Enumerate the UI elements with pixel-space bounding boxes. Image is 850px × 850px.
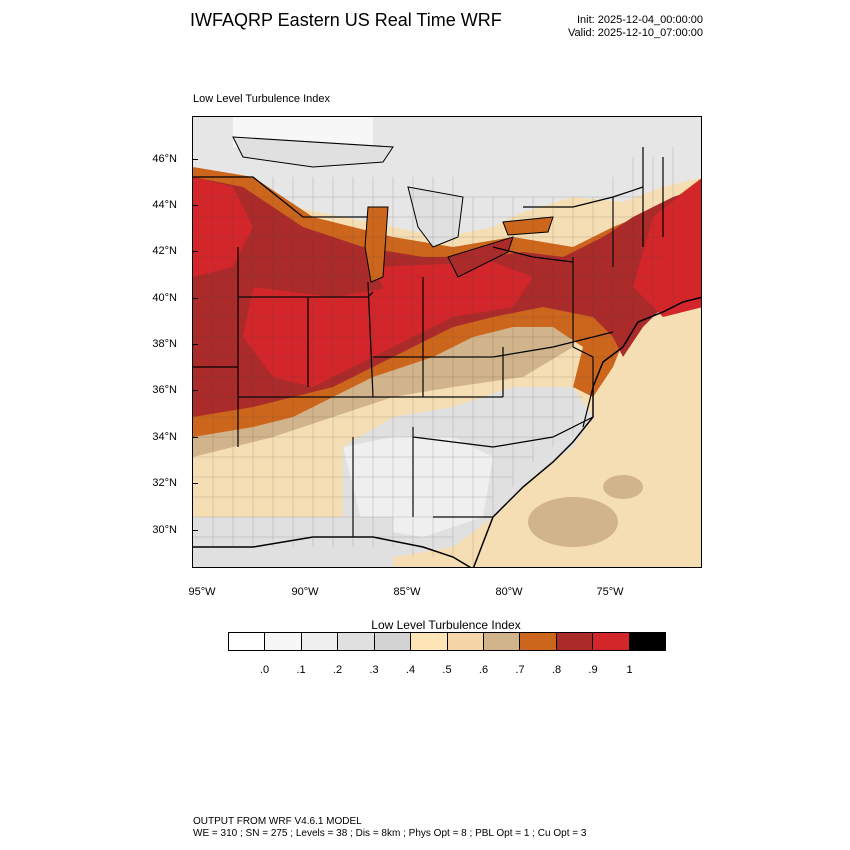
- colorbar-tick-label: .2: [332, 664, 343, 676]
- colorbar-swatch: [411, 633, 448, 650]
- lat-label: 40°N: [152, 292, 177, 304]
- lat-tick: [192, 483, 198, 484]
- lat-label: 38°N: [152, 338, 177, 350]
- lake-michigan: [364, 206, 389, 283]
- lon-label: 85°W: [393, 586, 421, 598]
- colorbar-swatch: [447, 633, 484, 650]
- extreme-area-northeast: [633, 178, 701, 317]
- colorbar-swatch: [629, 633, 666, 650]
- page-title: IWFAQRP Eastern US Real Time WRF: [190, 10, 502, 30]
- colorbar-tick-label: .6: [478, 664, 489, 676]
- lat-label: 46°N: [152, 153, 177, 165]
- colorbar-swatch: [593, 633, 630, 650]
- lat-label: 32°N: [152, 477, 177, 489]
- lat-label: 34°N: [152, 431, 177, 443]
- colorbar-swatch: [338, 633, 375, 650]
- lat-label: 44°N: [152, 199, 177, 211]
- colorbar-tick-label: .4: [405, 664, 416, 676]
- lat-tick: [192, 159, 198, 160]
- lat-label: 36°N: [152, 384, 177, 396]
- lat-label: 30°N: [152, 524, 177, 536]
- colorbar: [228, 632, 666, 651]
- lat-tick: [192, 205, 198, 206]
- valid-time: Valid: 2025-12-10_07:00:00: [568, 27, 703, 39]
- colorbar-swatch: [520, 633, 557, 650]
- footer-config: WE = 310 ; SN = 275 ; Levels = 38 ; Dis …: [193, 828, 587, 839]
- lon-label: 80°W: [495, 586, 523, 598]
- lat-tick: [192, 530, 198, 531]
- lon-label: 90°W: [291, 586, 319, 598]
- mid-tan-band: [193, 307, 573, 457]
- lon-label: 75°W: [596, 586, 624, 598]
- lat-tick: [192, 344, 198, 345]
- colorbar-tick-label: 1: [626, 664, 633, 676]
- lat-tick: [192, 390, 198, 391]
- colorbar-tick-label: .1: [296, 664, 306, 676]
- lat-label: 42°N: [152, 245, 177, 257]
- colorbar-swatch: [483, 633, 521, 650]
- footer-model: OUTPUT FROM WRF V4.6.1 MODEL: [193, 816, 362, 827]
- ocean-tan-area: [528, 497, 618, 547]
- lat-tick: [192, 437, 198, 438]
- colorbar-title: Low Level Turbulence Index: [371, 618, 521, 632]
- turbulence-map: [192, 116, 702, 568]
- southeast-light-region: [343, 437, 493, 537]
- colorbar-swatch: [374, 633, 412, 650]
- colorbar-tick-label: .3: [369, 664, 379, 676]
- lake-superior: [232, 136, 394, 168]
- init-time: Init: 2025-12-04_00:00:00: [577, 14, 703, 26]
- colorbar-tick-label: .8: [551, 664, 562, 676]
- county-grid: [193, 147, 674, 567]
- lake-ontario: [502, 216, 554, 236]
- colorbar-swatch: [265, 633, 302, 650]
- colorbar-swatch: [301, 633, 339, 650]
- colorbar-tick-label: .7: [515, 664, 525, 676]
- map-subtitle: Low Level Turbulence Index: [193, 93, 330, 105]
- colorbar-swatch: [556, 633, 594, 650]
- colorbar-tick-label: .5: [442, 664, 452, 676]
- ocean-tan-area-2: [603, 475, 643, 499]
- colorbar-tick-label: .9: [588, 664, 598, 676]
- colorbar-swatch: [229, 633, 266, 650]
- lat-tick: [192, 251, 198, 252]
- lon-label: 95°W: [188, 586, 216, 598]
- map-canvas: [193, 117, 701, 567]
- lat-tick: [192, 298, 198, 299]
- colorbar-tick-label: .0: [259, 664, 270, 676]
